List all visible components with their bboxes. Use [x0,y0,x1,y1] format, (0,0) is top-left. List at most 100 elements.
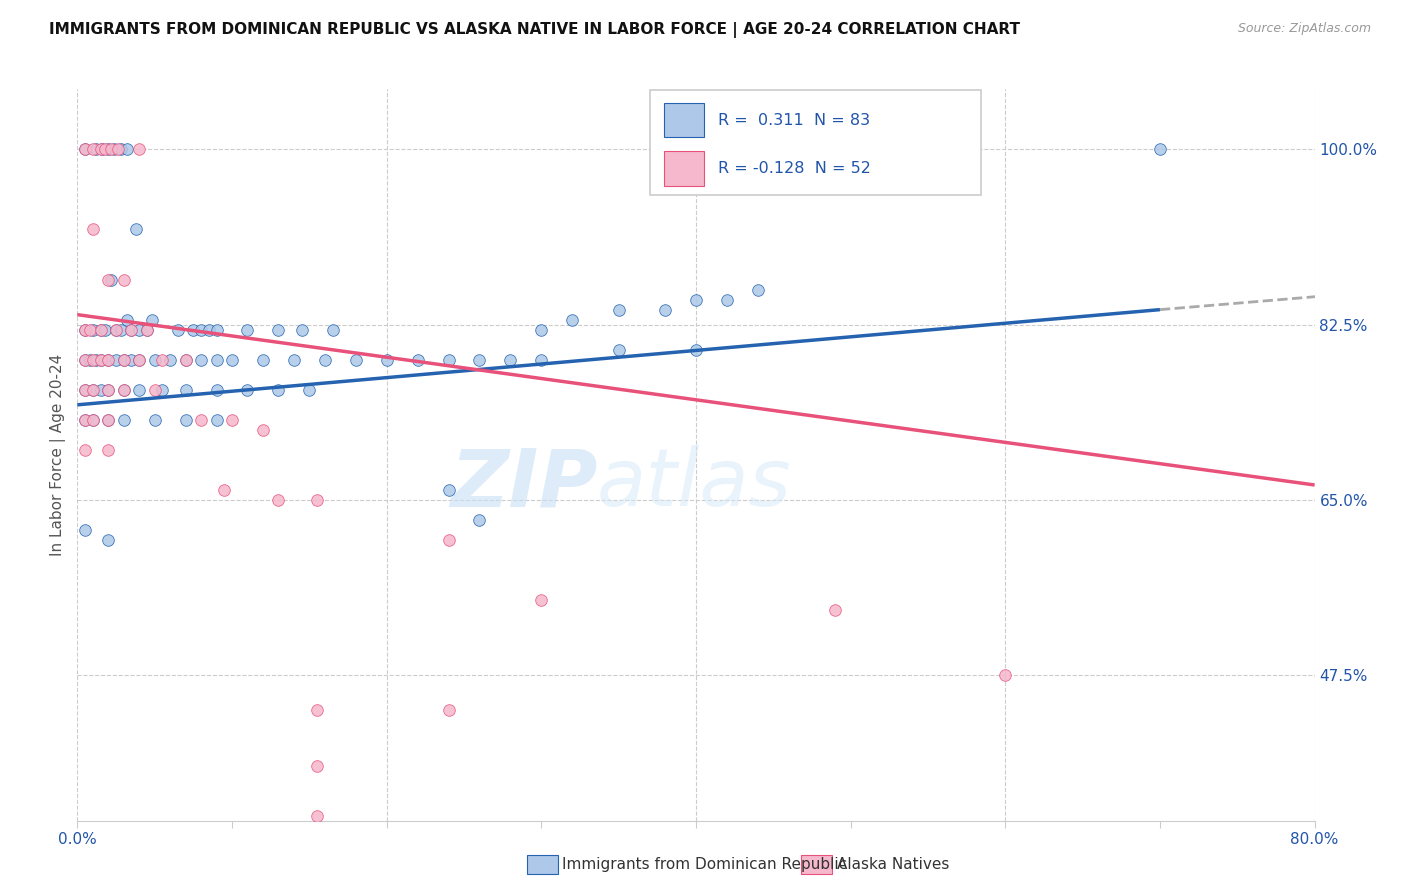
Point [198,323,221,337]
Point [97,142,120,156]
Point [437,703,460,717]
Point [530,352,553,367]
Point [561,312,583,326]
Point [143,383,166,397]
Point [112,352,135,367]
Point [221,352,243,367]
Point [121,323,143,337]
Point [97,272,120,286]
Point [90,323,112,337]
Point [121,352,143,367]
Point [105,323,128,337]
Point [205,383,228,397]
Point [267,383,290,397]
Point [75,442,96,457]
Text: Source: ZipAtlas.com: Source: ZipAtlas.com [1237,22,1371,36]
Point [75,413,96,427]
Point [747,283,769,297]
Point [143,413,166,427]
Point [298,383,321,397]
Point [174,352,197,367]
Point [437,533,460,547]
Point [82,413,104,427]
Y-axis label: In Labor Force | Age 20-24: In Labor Force | Age 20-24 [51,354,66,556]
Point [143,352,166,367]
Point [174,413,197,427]
Point [291,323,314,337]
Point [75,142,96,156]
Point [75,413,96,427]
Point [267,323,290,337]
Point [205,323,228,337]
Point [607,302,630,317]
Point [530,323,553,337]
Point [121,323,143,337]
Text: Immigrants from Dominican Republic: Immigrants from Dominican Republic [562,857,848,871]
Point [994,668,1017,682]
Point [112,383,135,397]
Point [97,352,120,367]
Text: atlas: atlas [598,445,792,524]
Point [128,323,150,337]
Text: R = -0.128  N = 52: R = -0.128 N = 52 [717,161,870,176]
Point [344,352,367,367]
Point [82,383,104,397]
Point [128,352,150,367]
Point [190,413,212,427]
Point [107,142,129,156]
Point [105,323,128,337]
Point [141,312,163,326]
Text: IMMIGRANTS FROM DOMINICAN REPUBLIC VS ALASKA NATIVE IN LABOR FORCE | AGE 20-24 C: IMMIGRANTS FROM DOMINICAN REPUBLIC VS AL… [49,22,1021,38]
Point [90,383,112,397]
Point [82,383,104,397]
Point [716,293,738,307]
Point [307,808,329,822]
Point [82,142,104,156]
Point [136,323,159,337]
Point [110,142,132,156]
Point [103,142,125,156]
Point [205,352,228,367]
Point [174,352,197,367]
Bar [664,152,704,186]
Point [183,323,205,337]
Point [152,352,174,367]
Point [406,352,429,367]
Point [75,142,96,156]
Point [654,302,676,317]
Point [84,352,107,367]
Point [468,513,491,527]
Point [97,442,120,457]
Point [322,323,344,337]
Point [75,352,96,367]
Point [112,352,135,367]
Point [190,323,212,337]
Point [499,352,522,367]
Point [174,383,197,397]
Point [105,352,128,367]
Point [75,383,96,397]
Point [607,343,630,357]
Point [82,352,104,367]
Point [75,383,96,397]
Point [97,352,120,367]
Point [100,272,122,286]
Point [97,413,120,427]
Point [100,142,122,156]
Point [94,142,117,156]
Point [75,352,96,367]
Point [82,222,104,236]
Bar [664,103,704,137]
Point [307,758,329,772]
Point [205,413,228,427]
Point [128,352,150,367]
Point [824,603,846,617]
Point [97,383,120,397]
Point [136,323,159,337]
Point [125,222,148,236]
Point [221,413,243,427]
Point [112,413,135,427]
Point [159,352,181,367]
Point [82,323,104,337]
Point [267,493,290,508]
